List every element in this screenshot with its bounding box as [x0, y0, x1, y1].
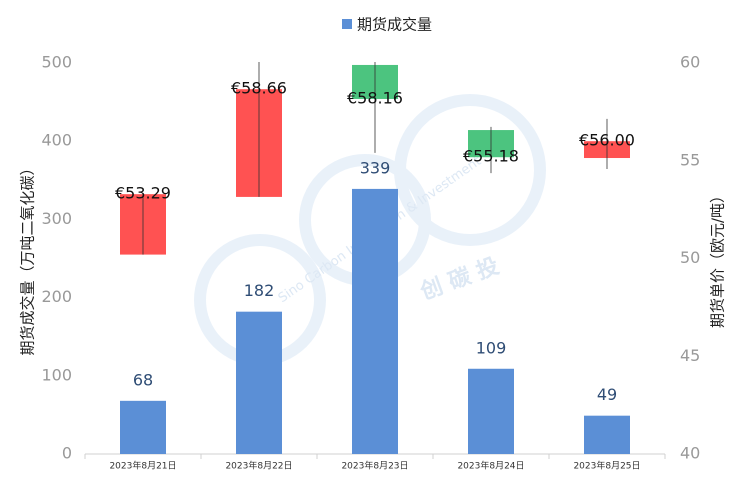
- candle-value-label: €55.18: [463, 147, 519, 166]
- candle-value-label: €58.66: [231, 79, 287, 98]
- y-axis-title: 期货成交量（万吨二氧化碳）: [19, 160, 37, 355]
- legend-label: 期货成交量: [357, 16, 432, 34]
- bar: [120, 400, 166, 454]
- x-tick-label: 2023年8月22日: [225, 460, 292, 472]
- y2-tick-label: 45: [680, 346, 700, 365]
- bar-value-label: 68: [133, 370, 153, 389]
- x-tick-label: 2023年8月23日: [341, 460, 408, 472]
- y-tick-label: 500: [41, 53, 72, 72]
- y-tick-label: 300: [41, 209, 72, 228]
- y-tick-label: 0: [62, 444, 72, 463]
- bar-value-label: 182: [244, 281, 275, 300]
- y2-axis-title: 期货单价（欧元/吨）: [709, 188, 727, 328]
- watermark-text: 创 碳 投: [416, 254, 502, 306]
- x-tick-label: 2023年8月24日: [457, 460, 524, 472]
- candle-value-label: €56.00: [579, 131, 635, 150]
- candle-value-label: €58.16: [347, 88, 403, 107]
- y2-tick-label: 60: [680, 53, 700, 72]
- y-tick-label: 100: [41, 365, 72, 384]
- x-tick-label: 2023年8月25日: [573, 460, 640, 472]
- bar-value-label: 339: [360, 158, 391, 177]
- bar-value-label: 109: [476, 338, 507, 357]
- bar: [236, 311, 282, 454]
- y-tick-label: 400: [41, 131, 72, 150]
- y-tick-label: 200: [41, 287, 72, 306]
- y2-tick-label: 55: [680, 150, 700, 169]
- bar: [352, 188, 398, 455]
- y2-tick-label: 40: [680, 444, 700, 463]
- bar: [468, 368, 514, 454]
- bar: [584, 415, 630, 454]
- bar-value-label: 49: [597, 385, 617, 404]
- legend-swatch: [342, 19, 352, 29]
- candle-value-label: €53.29: [115, 184, 171, 203]
- x-tick-label: 2023年8月21日: [109, 460, 176, 472]
- y2-tick-label: 50: [680, 248, 700, 267]
